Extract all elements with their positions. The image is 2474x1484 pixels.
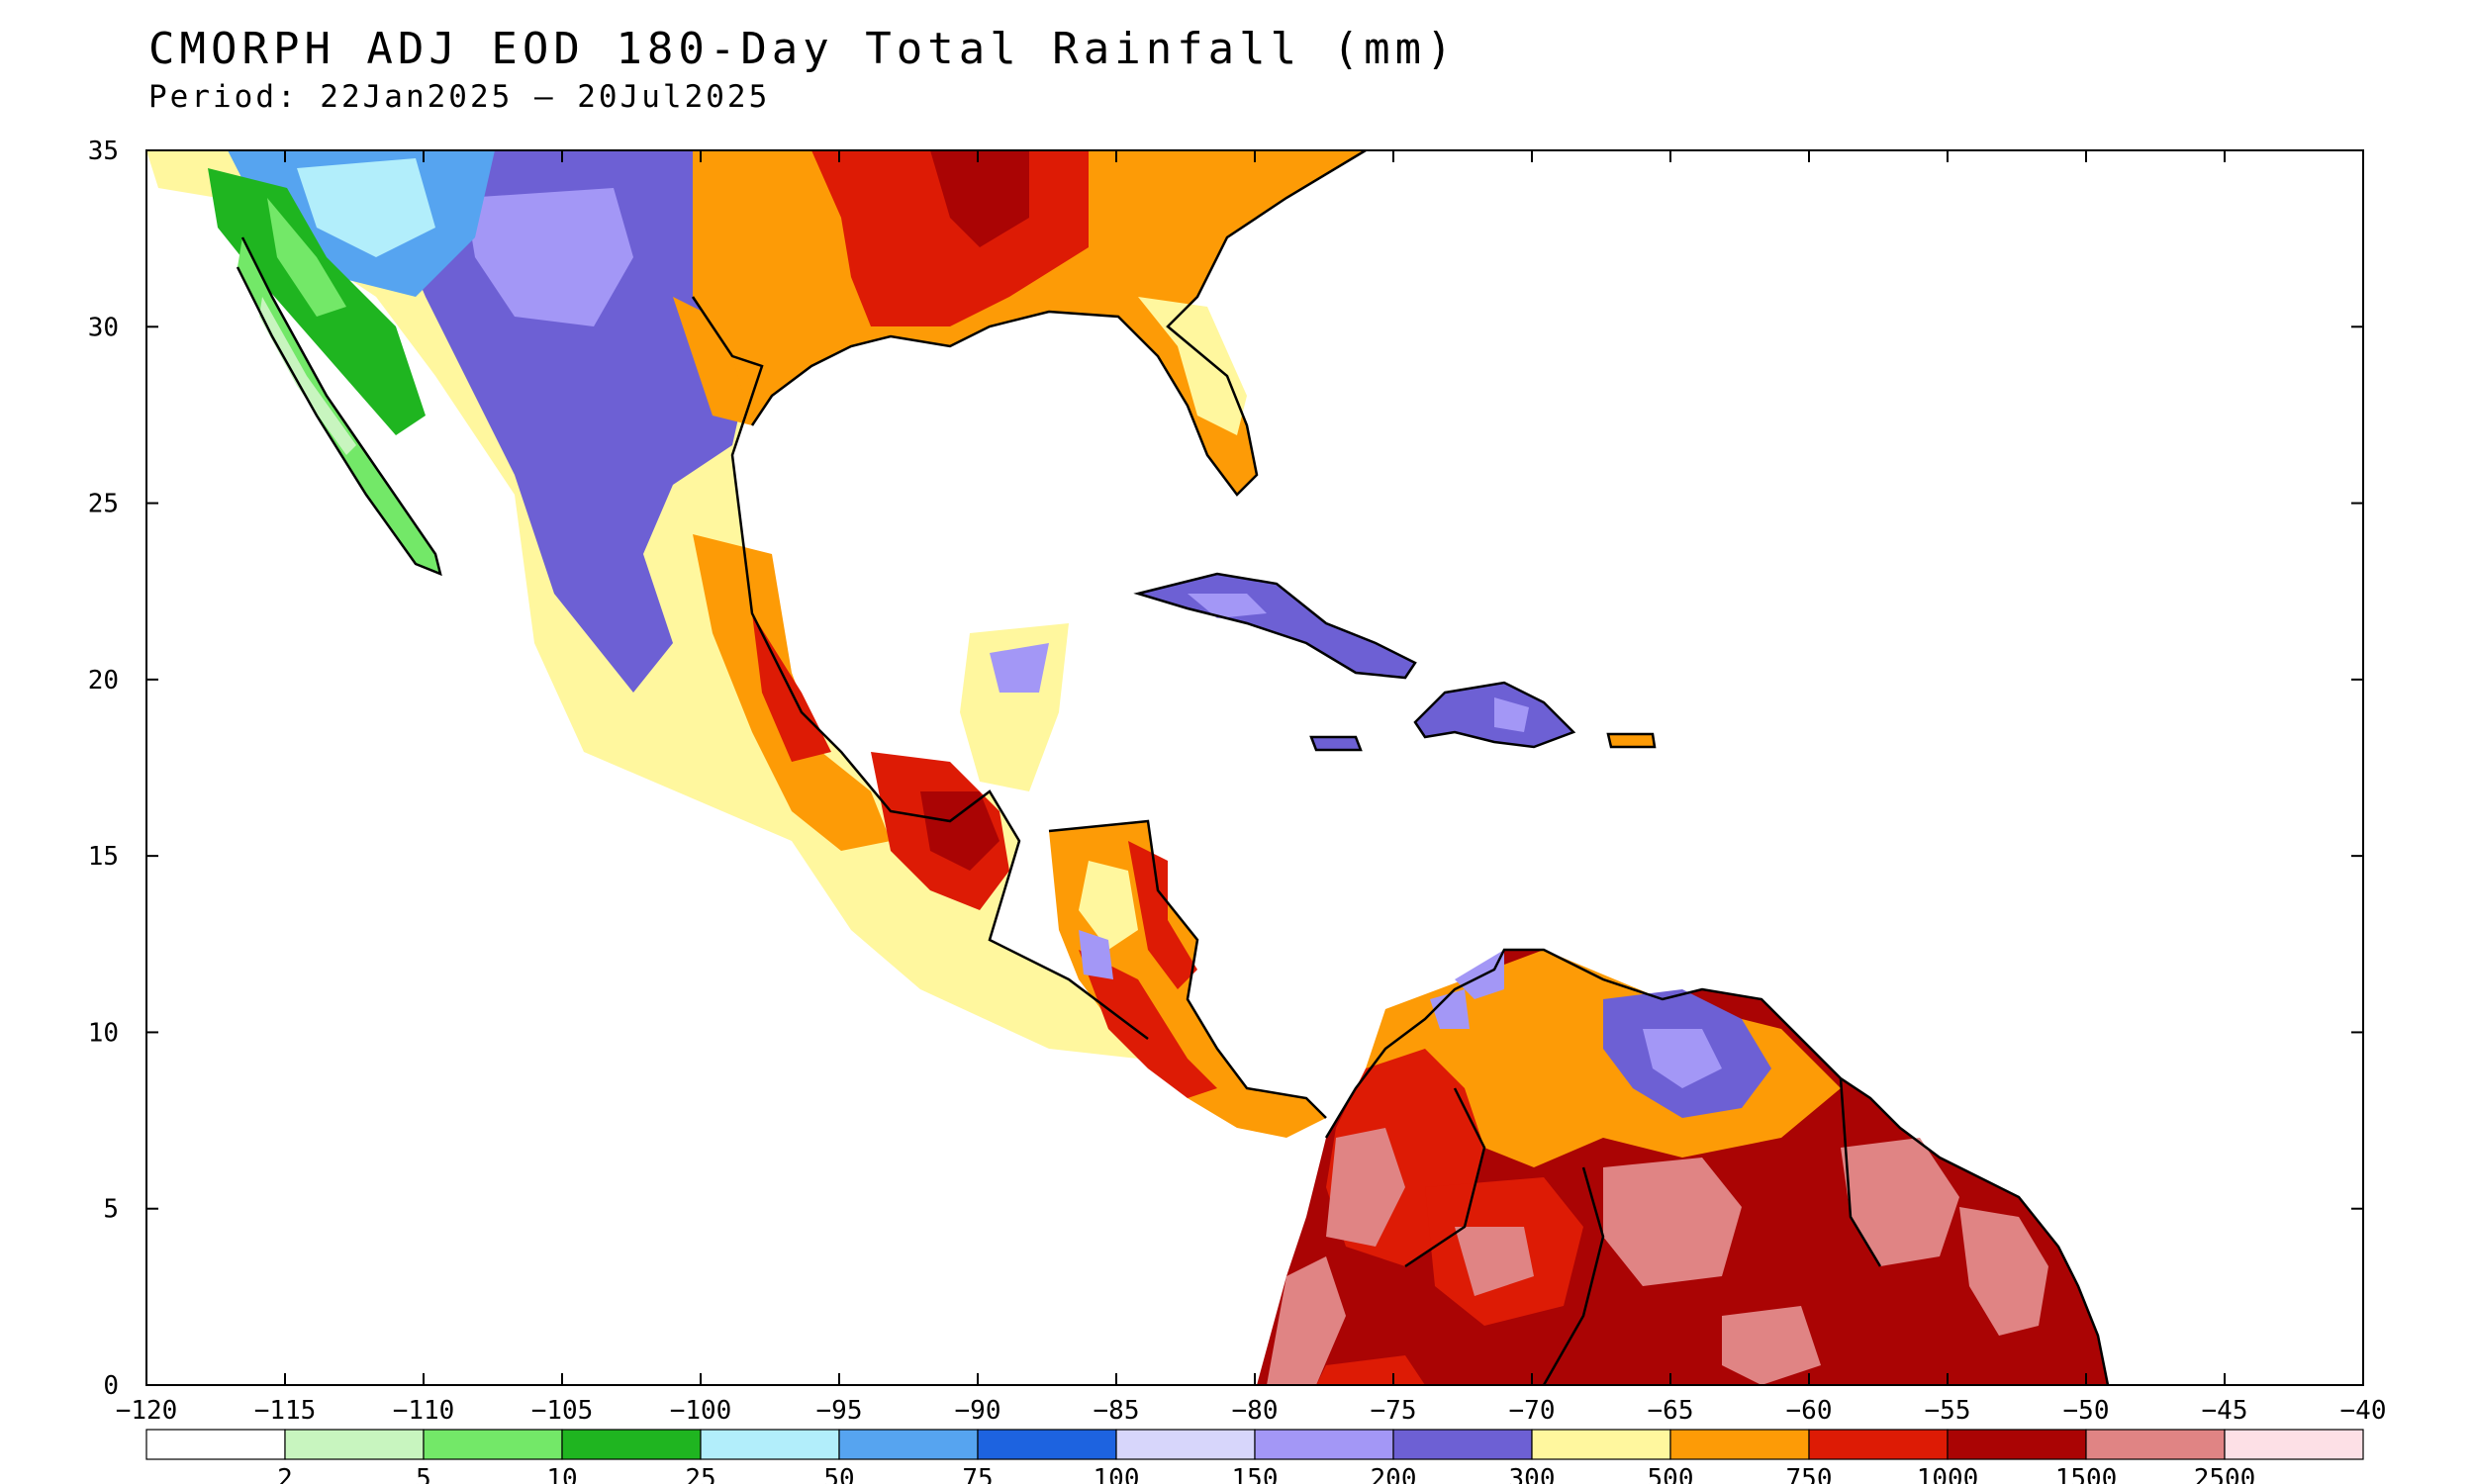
legend-swatch [2085, 1429, 2226, 1460]
legend-label: 10 [546, 1464, 577, 1484]
lon-tick-label: −80 [1232, 1396, 1279, 1426]
lon-tick-label: −105 [531, 1396, 594, 1426]
legend-label: 150 [1232, 1464, 1279, 1484]
coastlines [236, 150, 2110, 1385]
baja-california [238, 237, 440, 574]
lon-tick-label: −50 [2063, 1396, 2110, 1426]
lat-tick-label: 25 [88, 490, 119, 519]
lat-tick-label: 30 [88, 313, 119, 342]
legend-label: 200 [1371, 1464, 1417, 1484]
legend-swatch [700, 1429, 840, 1460]
lon-tick-label: −65 [1648, 1396, 1694, 1426]
lon-tick-label: −55 [1925, 1396, 1971, 1426]
legend-label: 2500 [2194, 1464, 2256, 1484]
lat-tick-label: 5 [103, 1195, 119, 1225]
map-content [146, 150, 2363, 1385]
mexico-region [146, 150, 1148, 1059]
legend-label: 2 [277, 1464, 293, 1484]
southeast-usa [693, 150, 1366, 495]
legend-label: 5 [416, 1464, 431, 1484]
legend-label: 750 [1786, 1464, 1833, 1484]
legend-swatch [1392, 1429, 1533, 1460]
map-title: CMORPH ADJ EOD 180-Day Total Rainfall (m… [148, 24, 1458, 74]
legend-swatch [838, 1429, 979, 1460]
central-america [1049, 821, 1326, 1138]
lon-tick-label: −90 [955, 1396, 1001, 1426]
lon-tick-label: −60 [1786, 1396, 1833, 1426]
lat-tick-label: 0 [103, 1371, 119, 1401]
map-period: Period: 22Jan2025 – 20Jul2025 [148, 79, 771, 115]
legend-label: 1000 [1917, 1464, 1979, 1484]
south-america [1257, 950, 2108, 1385]
legend-label: 100 [1094, 1464, 1140, 1484]
legend-swatch [561, 1429, 702, 1460]
legend-swatch [977, 1429, 1117, 1460]
legend-swatch [284, 1429, 425, 1460]
legend-label: 300 [1509, 1464, 1556, 1484]
lat-tick-label: 15 [88, 842, 119, 872]
lon-tick-label: −75 [1371, 1396, 1417, 1426]
legend-label: 75 [962, 1464, 993, 1484]
lat-tick-label: 35 [88, 137, 119, 166]
lon-tick-label: −40 [2340, 1396, 2387, 1426]
lon-tick-label: −45 [2202, 1396, 2248, 1426]
lon-tick-label: −115 [254, 1396, 317, 1426]
legend-swatch [423, 1429, 563, 1460]
legend-label: 25 [685, 1464, 715, 1484]
lat-tick-label: 10 [88, 1018, 119, 1048]
lat-tick-label: 20 [88, 666, 119, 696]
lon-tick-label: −100 [670, 1396, 732, 1426]
longitude-axis: −120 −115 −110 −105 −100 −95 −90 −85 −80 −75 −70 −6… [116, 150, 2387, 1426]
legend-swatch [145, 1429, 286, 1460]
latitude-axis: 0 5 10 15 20 25 30 35 [88, 137, 2363, 1401]
legend-swatch [1254, 1429, 1394, 1460]
legend-swatch [1947, 1429, 2087, 1460]
legend-swatch [1669, 1429, 1810, 1460]
lon-tick-label: −95 [816, 1396, 863, 1426]
lon-tick-label: −110 [393, 1396, 455, 1426]
legend-swatch [2224, 1429, 2364, 1460]
legend-swatch [1115, 1429, 1256, 1460]
lon-tick-label: −120 [116, 1396, 178, 1426]
lon-tick-label: −70 [1509, 1396, 1556, 1426]
legend-label: 500 [1648, 1464, 1694, 1484]
legend-swatch [1531, 1429, 1671, 1460]
legend-label: 1500 [2055, 1464, 2118, 1484]
rainfall-color-legend: 2 5 10 25 50 75 100 150 200 300 500 750 1000 1500 2500 [145, 1429, 2364, 1484]
legend-label: 50 [823, 1464, 854, 1484]
legend-swatch [1808, 1429, 1949, 1460]
lon-tick-label: −85 [1094, 1396, 1140, 1426]
